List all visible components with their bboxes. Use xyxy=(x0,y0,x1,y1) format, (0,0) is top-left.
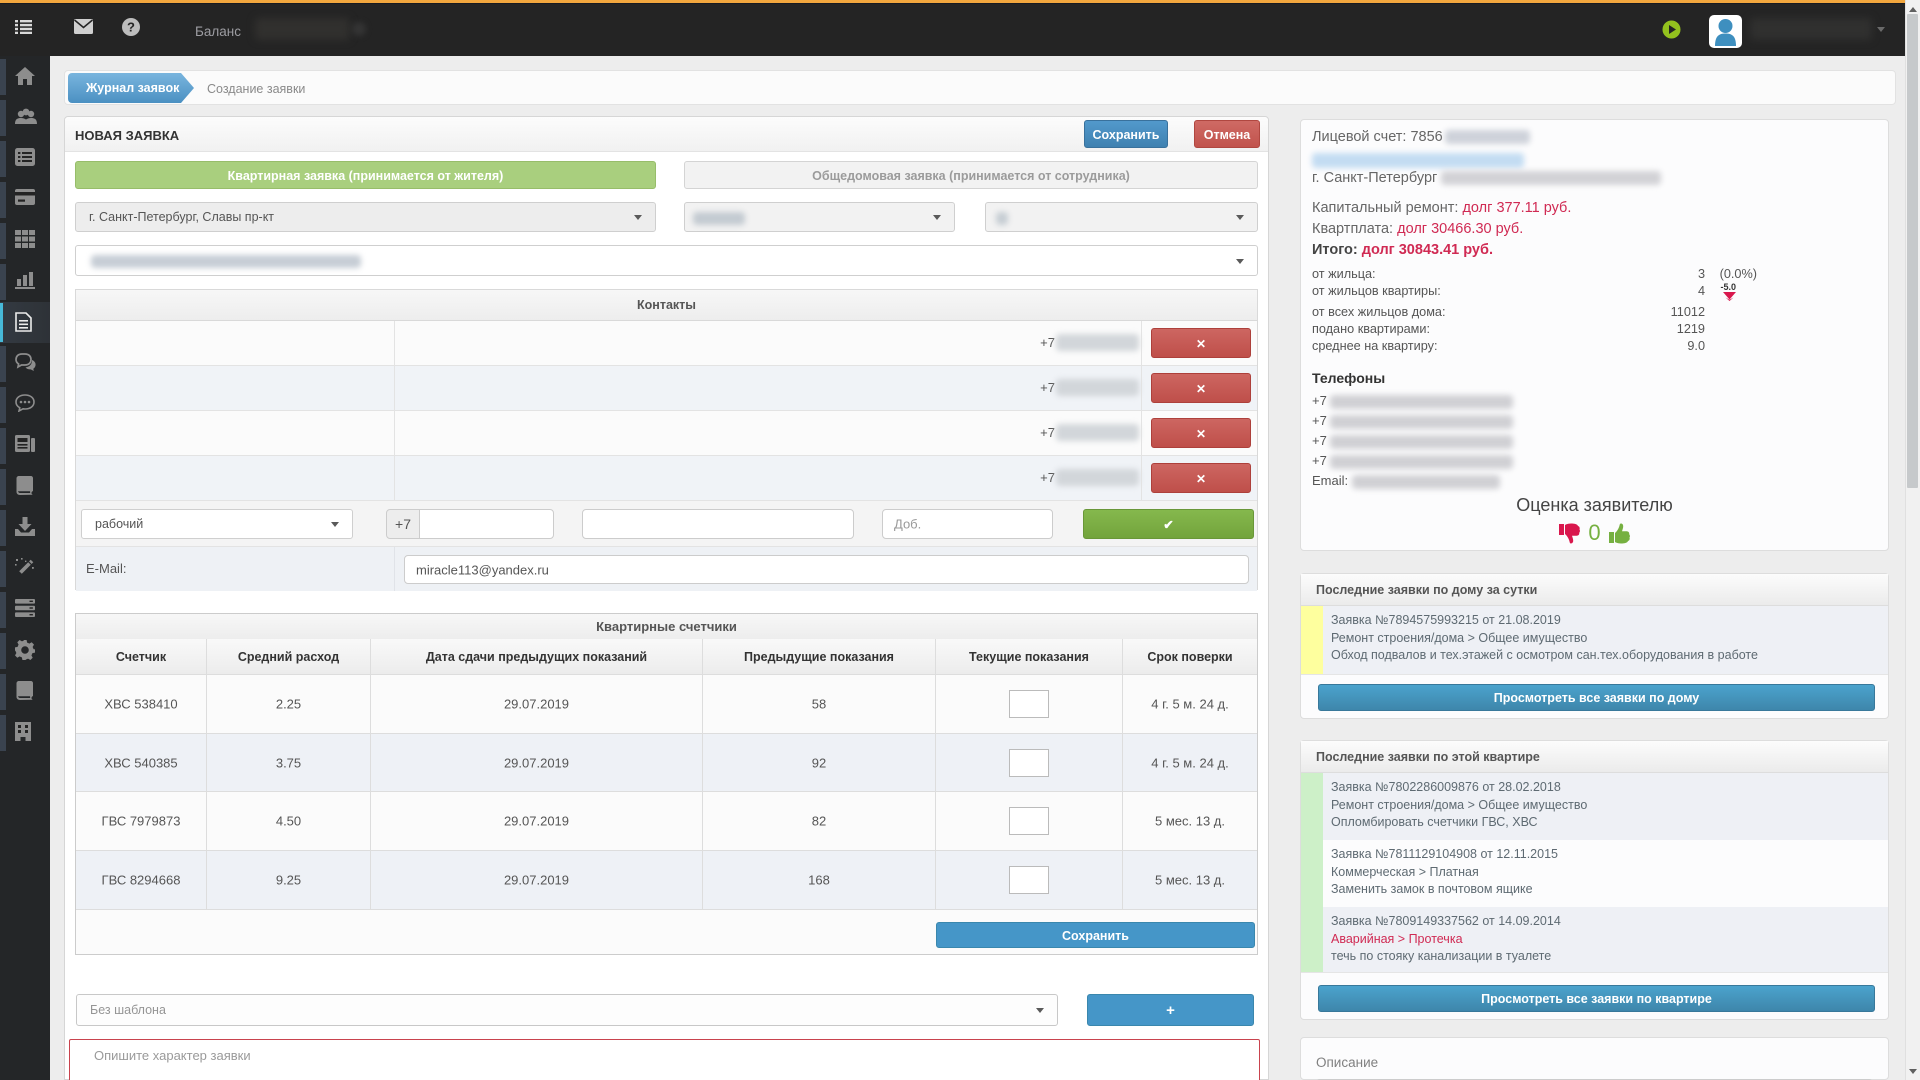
svg-text:?: ? xyxy=(127,20,135,35)
